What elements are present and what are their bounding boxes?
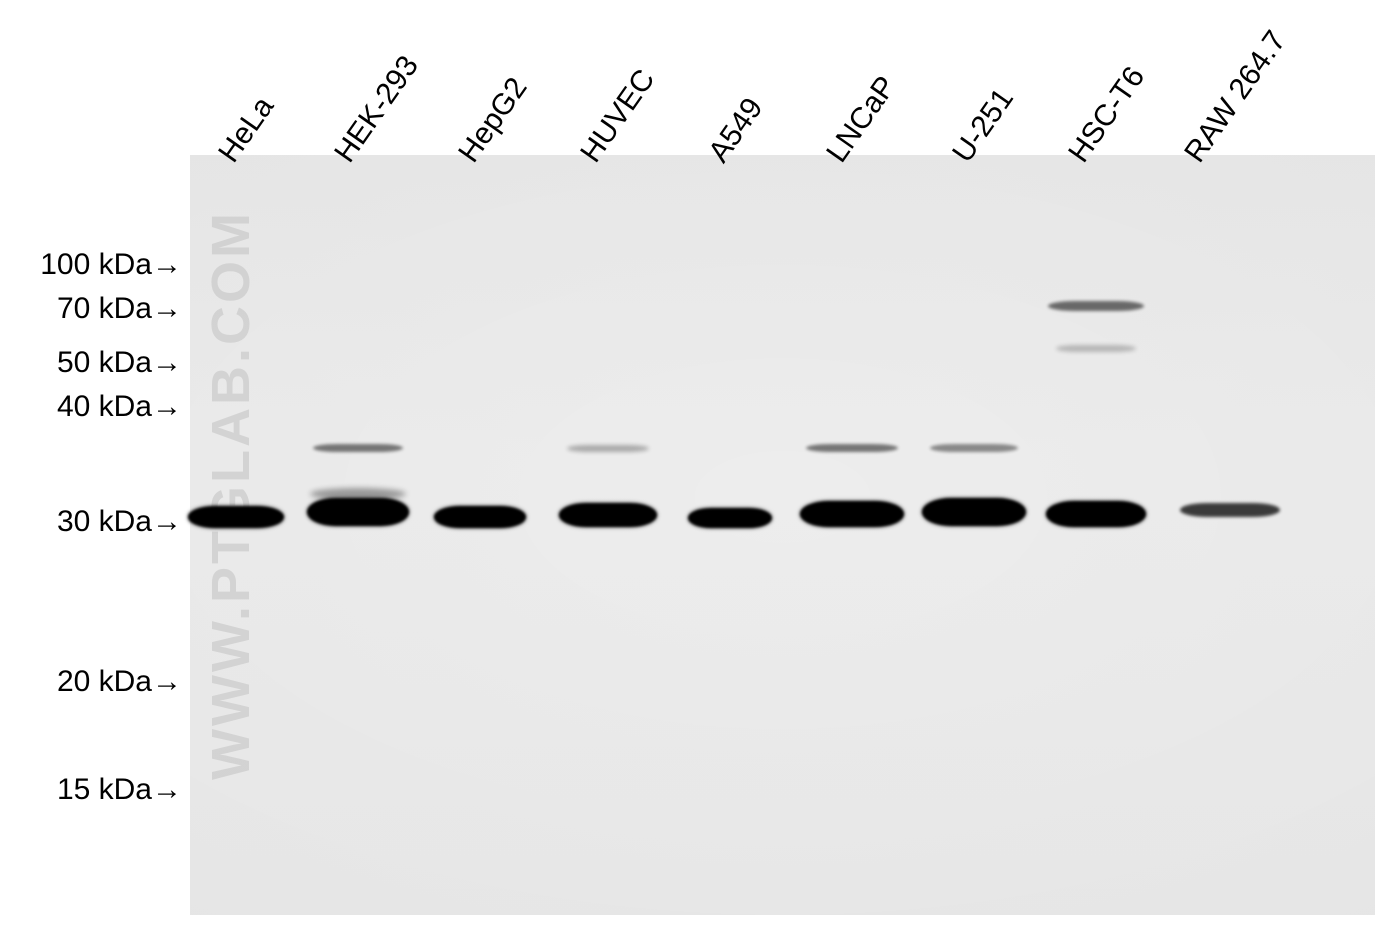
lane-label: HSC-T6	[1062, 61, 1152, 169]
blot-band	[930, 444, 1018, 452]
blot-band	[1056, 345, 1136, 352]
blot-band	[1048, 301, 1144, 311]
lane-label: HEK-293	[328, 50, 426, 169]
lane-label: RAW 264.7	[1178, 25, 1293, 169]
lane-label: HUVEC	[574, 63, 662, 169]
blot-band	[313, 444, 403, 452]
blot-band	[307, 498, 409, 526]
mw-marker-label: 20 kDa→	[57, 665, 182, 699]
blot-band	[559, 503, 657, 527]
mw-marker-label: 30 kDa→	[57, 505, 182, 539]
blot-band	[806, 444, 898, 452]
watermark-text: WWW.PTGLAB.COM	[200, 210, 262, 780]
blot-band	[688, 508, 772, 528]
blot-band	[310, 488, 406, 500]
mw-marker-label: 100 kDa→	[40, 248, 182, 282]
mw-marker-label: 50 kDa→	[57, 346, 182, 380]
blot-band	[1180, 503, 1280, 517]
mw-marker-label: 40 kDa→	[57, 390, 182, 424]
blot-band	[188, 506, 284, 528]
blot-band	[800, 501, 904, 527]
blot-band	[922, 498, 1026, 526]
mw-marker-label: 70 kDa→	[57, 292, 182, 326]
blot-band	[434, 506, 526, 528]
blot-band	[1046, 501, 1146, 527]
blot-membrane	[190, 155, 1375, 915]
blot-band	[567, 445, 649, 452]
figure-container: WWW.PTGLAB.COM HeLa HEK-293 HepG2 HUVEC …	[0, 0, 1400, 950]
mw-marker-label: 15 kDa→	[57, 773, 182, 807]
